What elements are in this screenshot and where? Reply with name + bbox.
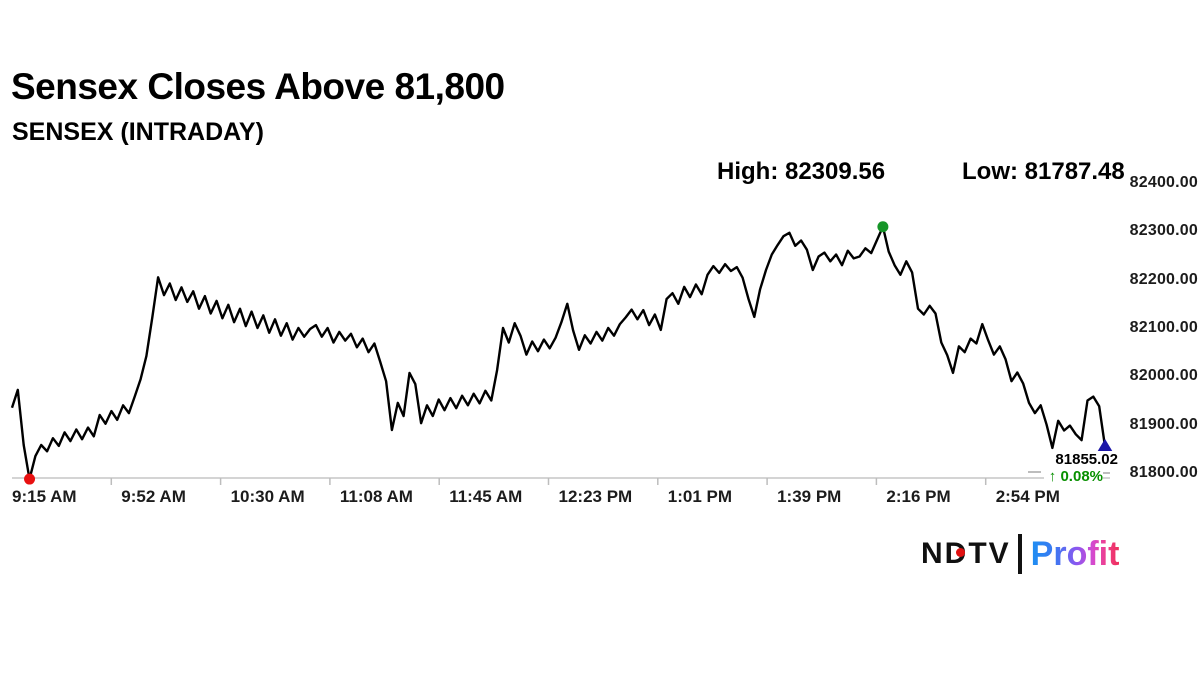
price-line (10, 225, 1107, 481)
x-axis-label: 1:39 PM (777, 487, 842, 506)
chart-subtitle: SENSEX (INTRADAY) (12, 118, 264, 146)
x-axis-ticks (110, 478, 987, 485)
x-axis-label: 11:45 AM (449, 487, 523, 506)
low-value-label: Low: 81787.48 (962, 158, 1125, 185)
high-point-marker (877, 221, 889, 233)
last-price-marker (1097, 438, 1113, 452)
y-axis-label: 82100.00 (1129, 318, 1198, 336)
x-axis-label: 1:01 PM (667, 487, 733, 506)
y-axis-label: 82400.00 (1129, 174, 1198, 191)
high-value-label: High: 82309.56 (717, 158, 886, 185)
page-title: Sensex Closes Above 81,800 (11, 66, 505, 107)
low-point-marker (24, 473, 36, 485)
profit-logo-text: Profit (1030, 534, 1120, 573)
y-axis-label: 82200.00 (1129, 270, 1198, 288)
ndtv-profit-logo: NDTV Profit (921, 531, 1119, 577)
y-axis-label: 81800.00 (1129, 463, 1198, 481)
x-axis-label: 12:23 PM (558, 487, 633, 506)
x-axis-label: 2:54 PM (995, 487, 1060, 506)
percent-change-label: ↑ 0.08% (1044, 468, 1103, 485)
last-price-label: 81855.02 (1042, 451, 1118, 468)
x-axis-label: 9:15 AM (12, 487, 77, 506)
x-axis-label: 10:30 AM (230, 487, 305, 506)
x-axis-label: 11:08 AM (339, 487, 413, 506)
x-axis-label: 9:52 AM (121, 487, 186, 506)
ndtv-logo-text: NDTV (921, 537, 1011, 570)
y-axis-label: 82000.00 (1129, 367, 1198, 385)
logo-divider (1017, 534, 1022, 574)
y-axis-label: 81900.00 (1129, 415, 1198, 433)
ndtv-red-dot-icon (956, 548, 965, 557)
x-axis-label: 2:16 PM (886, 487, 951, 506)
y-axis-label: 82300.00 (1129, 222, 1198, 240)
